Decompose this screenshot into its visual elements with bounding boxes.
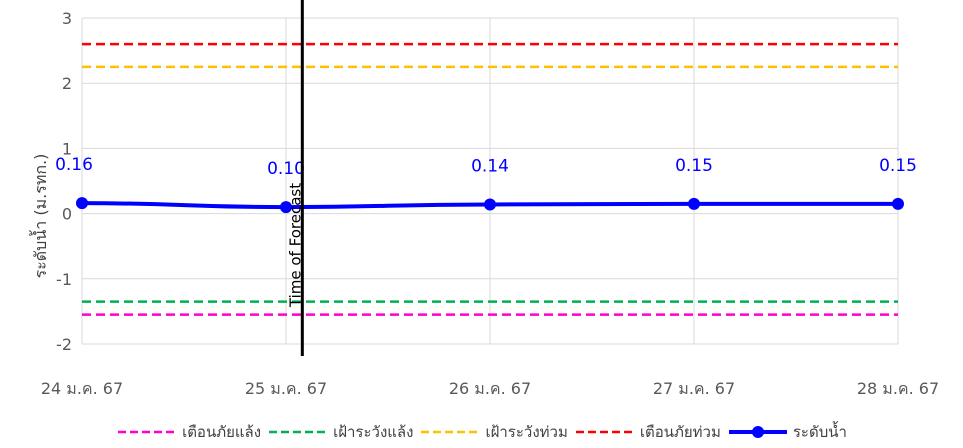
data-point bbox=[484, 198, 496, 211]
y-tick-label: 2 bbox=[62, 74, 72, 93]
x-tick-label: 24 ม.ค. 67 bbox=[41, 379, 123, 398]
legend-swatch bbox=[269, 430, 328, 434]
forecast-marker: Time of Forecast bbox=[286, 0, 304, 356]
x-tick-label: 25 ม.ค. 67 bbox=[245, 379, 327, 398]
y-tick-label: 1 bbox=[62, 139, 72, 158]
legend-label: ระดับน้ำ bbox=[792, 423, 847, 441]
legend-swatch bbox=[118, 430, 177, 434]
x-tick-label: 26 ม.ค. 67 bbox=[449, 379, 531, 398]
threshold-lines bbox=[82, 42, 898, 316]
legend-label: เฝ้าระวังแล้ง bbox=[333, 423, 414, 441]
legend-swatch bbox=[575, 430, 634, 434]
y-tick-label: -2 bbox=[56, 335, 72, 354]
y-axis-label: ระดับน้ำ (ม.รทก.) bbox=[29, 154, 50, 279]
series-water-level: 0.16 0.10 0.14 0.15 0.15 bbox=[55, 155, 917, 214]
legend-item: เฝ้าระวังท่วม bbox=[419, 420, 568, 444]
legend-swatch bbox=[421, 430, 480, 434]
data-point bbox=[892, 197, 904, 210]
legend-label: เฝ้าระวังท่วม bbox=[485, 423, 568, 441]
y-tick-label: -1 bbox=[56, 270, 72, 289]
data-label: 0.15 bbox=[879, 156, 917, 176]
legend-label: เตือนภัยท่วม bbox=[639, 423, 721, 441]
legend-swatch bbox=[728, 426, 787, 438]
data-label: 0.16 bbox=[55, 155, 93, 175]
legend-item: เฝ้าระวังแล้ง bbox=[267, 420, 413, 444]
y-axis-ticks: -2 -1 0 1 2 3 bbox=[56, 9, 72, 354]
data-label: 0.14 bbox=[471, 156, 509, 176]
y-tick-label: 0 bbox=[62, 205, 72, 224]
forecast-label: Time of Forecast bbox=[286, 183, 304, 308]
gridlines bbox=[81, 17, 899, 345]
x-tick-label: 28 ม.ค. 67 bbox=[857, 379, 939, 398]
data-point bbox=[688, 197, 700, 210]
data-point bbox=[76, 197, 88, 210]
x-tick-label: 27 ม.ค. 67 bbox=[653, 379, 735, 398]
x-axis-ticks: 24 ม.ค. 67 25 ม.ค. 67 26 ม.ค. 67 27 ม.ค. 67… bbox=[41, 379, 939, 398]
data-label: 0.10 bbox=[267, 159, 305, 179]
data-label: 0.15 bbox=[675, 156, 713, 176]
legend-label: เตือนภัยแล้ง bbox=[182, 423, 262, 441]
legend-item: ระดับน้ำ bbox=[727, 420, 847, 444]
legend-item: เตือนภัยท่วม bbox=[574, 420, 721, 444]
legend-swatch-marker bbox=[751, 426, 764, 438]
y-tick-label: 3 bbox=[62, 9, 72, 28]
legend: เตือนภัยแล้ง เฝ้าระวังแล้ง เฝ้าระวังท่วม เต… bbox=[0, 416, 963, 448]
data-point bbox=[280, 201, 292, 214]
legend-item: เตือนภัยแล้ง bbox=[116, 420, 261, 444]
